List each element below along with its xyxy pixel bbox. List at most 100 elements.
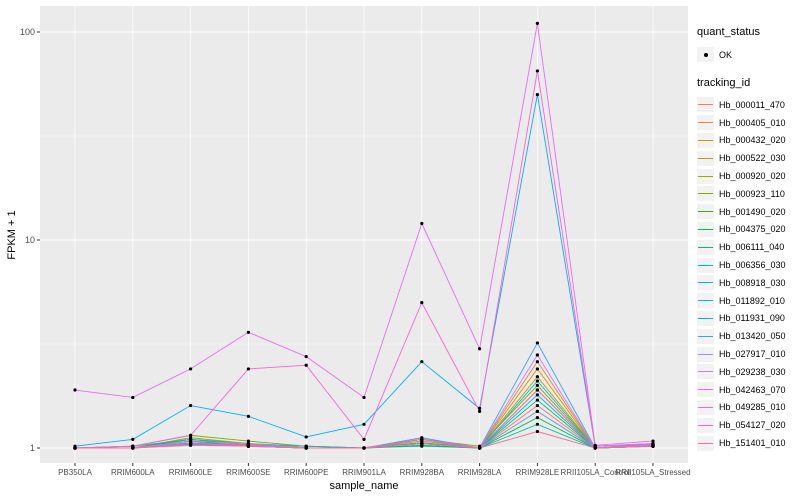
legend-entry: Hb_011931_090: [697, 310, 799, 328]
legend-entry-label: Hb_000432_020: [719, 135, 786, 146]
data-point: [478, 409, 482, 413]
x-tick-label: PB350LA: [58, 468, 92, 477]
legend-key-box: [697, 399, 714, 415]
legend-key-box: [697, 150, 714, 166]
legend-entry-label: Hb_029238_030: [719, 366, 786, 377]
data-point: [478, 446, 482, 450]
series-color-line-icon: [698, 211, 713, 213]
legend-entry-label: Hb_054127_020: [719, 420, 786, 431]
legend-entry-label: Hb_000011_470: [719, 99, 785, 110]
legend-entry-label: Hb_000920_020: [719, 171, 786, 182]
x-tick-label: RRIM928BA: [400, 468, 445, 477]
data-point: [304, 446, 308, 450]
series-color-line-icon: [698, 175, 713, 177]
legend-key-box: [697, 239, 714, 255]
data-point: [362, 422, 366, 426]
legend-entry: Hb_000011_470: [697, 96, 799, 114]
series-color-line-icon: [698, 193, 713, 195]
legend-entry-label: Hb_008918_030: [719, 277, 786, 288]
data-point: [535, 341, 540, 345]
legend-entry-label: Hb_049285_010: [719, 402, 786, 413]
legend-entry-label: Hb_011892_010: [719, 295, 785, 306]
legend-key-box: [697, 417, 714, 433]
legend-entry: Hb_000923_110: [697, 185, 799, 203]
x-axis-title: sample_name: [329, 480, 399, 492]
legend-entry: Hb_006111_040: [697, 238, 799, 256]
y-axis-title: FPKM + 1: [6, 210, 18, 260]
legend: quant_status OK tracking_id Hb_000011_47…: [697, 26, 799, 452]
legend-entry-label: Hb_006356_030: [719, 260, 786, 271]
x-tick-label: RRII105LA_Stressed: [615, 468, 690, 477]
data-point: [304, 363, 308, 367]
x-tick-label: RRIM600LE: [169, 468, 213, 477]
data-point: [535, 375, 540, 379]
data-point: [535, 379, 540, 383]
series-color-line-icon: [698, 353, 713, 355]
legend-entry: Hb_001490_020: [697, 203, 799, 221]
series-color-line-icon: [698, 300, 713, 302]
data-point: [189, 439, 193, 443]
y-tick-label: 100: [20, 27, 35, 37]
legend-entry: Hb_013420_050: [697, 327, 799, 345]
legend-key-box: [697, 328, 714, 344]
series-color-line-icon: [698, 371, 713, 373]
series-color-line-icon: [698, 335, 713, 337]
data-point: [420, 444, 424, 448]
legend-key-box: [697, 435, 714, 451]
data-point: [131, 395, 135, 400]
series-color-line-icon: [698, 122, 713, 124]
series-color-line-icon: [698, 228, 713, 230]
data-point: [478, 347, 482, 351]
series-color-line-icon: [698, 317, 713, 319]
data-point: [246, 367, 250, 371]
legend-entry: Hb_049285_010: [697, 399, 799, 417]
y-tick-label: 1: [30, 443, 35, 453]
legend-entry: Hb_029238_030: [697, 363, 799, 381]
axes: 1 10 100 PB350LA RRIM600LA RRIM600LE RRIM600SE…: [20, 27, 691, 477]
legend-entry: Hb_000920_020: [697, 167, 799, 185]
legend-entry: Hb_054127_020: [697, 416, 799, 434]
data-point: [535, 388, 540, 392]
legend-entry: Hb_008918_030: [697, 274, 799, 292]
legend-entry: Hb_151401_010: [697, 434, 799, 452]
legend-key-box: [697, 132, 714, 148]
data-point: [535, 398, 540, 402]
data-point: [189, 403, 193, 408]
data-point: [246, 439, 250, 443]
data-point: [420, 221, 424, 226]
data-point: [535, 383, 540, 387]
legend-entry-label: Hb_000405_010: [719, 117, 786, 128]
data-point: [131, 446, 135, 450]
data-point: [535, 69, 540, 73]
x-tick-label: RRIM600PE: [284, 468, 328, 477]
x-tick-label: RRIM928LE: [516, 468, 560, 477]
data-point: [651, 439, 655, 443]
data-point: [535, 367, 540, 371]
series-color-line-icon: [698, 442, 713, 444]
point-icon: [703, 52, 708, 57]
legend-entry: Hb_000432_020: [697, 132, 799, 150]
series-color-line-icon: [698, 139, 713, 141]
data-point: [535, 353, 540, 357]
legend-item-label: OK: [719, 49, 733, 60]
legend-entry: Hb_000522_030: [697, 149, 799, 167]
legend-key-box: [697, 97, 714, 113]
legend-key-box: [697, 204, 714, 220]
data-point: [246, 444, 250, 448]
legend-item-ok: OK: [697, 45, 799, 64]
legend-entry: Hb_004375_020: [697, 221, 799, 239]
legend-entry-label: Hb_027917_010: [719, 349, 786, 360]
data-point: [535, 403, 540, 408]
data-point: [478, 406, 482, 411]
data-point: [189, 443, 193, 447]
data-point: [246, 414, 250, 418]
legend-quant-status-title: quant_status: [697, 26, 760, 38]
data-point: [189, 367, 193, 371]
data-point: [535, 393, 540, 397]
data-point: [535, 429, 540, 434]
data-point: [362, 446, 366, 450]
data-point: [420, 301, 424, 305]
data-point: [73, 388, 77, 392]
